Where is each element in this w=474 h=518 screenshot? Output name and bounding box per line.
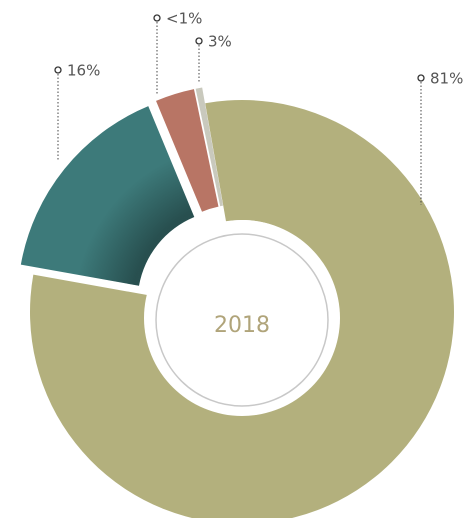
slices — [20, 87, 454, 518]
leader-dot — [54, 66, 62, 74]
leader-dot — [153, 14, 161, 22]
value-label: 16% — [67, 62, 100, 80]
value-label: 3% — [208, 33, 232, 51]
center-label: 2018 — [214, 313, 270, 338]
center-ring — [155, 233, 329, 407]
value-label: <1% — [166, 10, 202, 28]
slice — [156, 89, 219, 212]
center-disc — [144, 220, 340, 416]
leader-dot — [417, 74, 425, 82]
slice — [195, 87, 224, 207]
slice — [30, 100, 454, 518]
value-label: 81% — [430, 70, 463, 88]
slice-shade — [20, 106, 195, 286]
leader-dot — [195, 37, 203, 45]
